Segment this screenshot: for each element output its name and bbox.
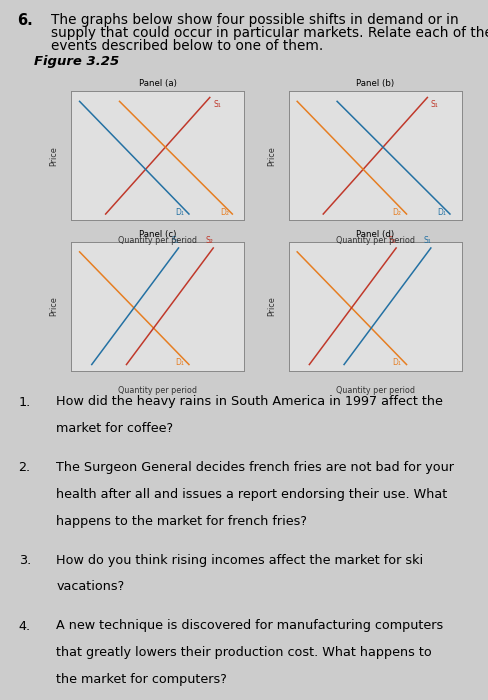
Text: A new technique is discovered for manufacturing computers: A new technique is discovered for manufa… [56,620,443,633]
Text: happens to the market for french fries?: happens to the market for french fries? [56,514,306,528]
Text: 3.: 3. [19,554,31,567]
Text: S₂: S₂ [388,237,396,246]
Text: D₁: D₁ [392,358,401,367]
Text: Quantity per period: Quantity per period [118,386,197,395]
Text: 1.: 1. [19,395,31,409]
Text: How did the heavy rains in South America in 1997 affect the: How did the heavy rains in South America… [56,395,442,409]
Text: Price: Price [266,296,275,316]
Text: D₁: D₁ [437,208,446,216]
Text: supply that could occur in particular markets. Relate each of the: supply that could occur in particular ma… [51,26,488,40]
Text: vacations?: vacations? [56,580,124,594]
Text: market for coffee?: market for coffee? [56,422,173,435]
Text: S₁: S₁ [213,100,221,109]
Text: Panel (c): Panel (c) [139,230,176,239]
Text: the market for computers?: the market for computers? [56,673,226,686]
Text: S₂: S₂ [205,237,213,246]
Text: Price: Price [49,146,58,166]
Text: D₂: D₂ [220,208,228,216]
Text: health after all and issues a report endorsing their use. What: health after all and issues a report end… [56,488,447,501]
Text: The Surgeon General decides french fries are not bad for your: The Surgeon General decides french fries… [56,461,453,475]
Text: S₁: S₁ [171,237,179,246]
Text: Quantity per period: Quantity per period [118,236,197,245]
Text: that greatly lowers their production cost. What happens to: that greatly lowers their production cos… [56,646,431,659]
Text: events described below to one of them.: events described below to one of them. [51,39,323,53]
Text: S₁: S₁ [430,100,438,109]
Text: Panel (d): Panel (d) [356,230,393,239]
Text: S₁: S₁ [423,237,430,246]
Text: Quantity per period: Quantity per period [335,386,414,395]
Text: D₁: D₁ [175,208,183,216]
Text: How do you think rising incomes affect the market for ski: How do you think rising incomes affect t… [56,554,423,567]
Text: The graphs below show four possible shifts in demand or in: The graphs below show four possible shif… [51,13,458,27]
Text: D₂: D₂ [391,208,401,216]
Text: 4.: 4. [19,620,31,633]
Text: Quantity per period: Quantity per period [335,236,414,245]
Text: 6.: 6. [17,13,33,27]
Text: Panel (b): Panel (b) [356,79,393,88]
Text: Figure 3.25: Figure 3.25 [34,55,119,68]
Text: Price: Price [266,146,275,166]
Text: Panel (a): Panel (a) [139,79,176,88]
Text: 2.: 2. [19,461,31,475]
Text: Price: Price [49,296,58,316]
Text: D₁: D₁ [175,358,183,367]
